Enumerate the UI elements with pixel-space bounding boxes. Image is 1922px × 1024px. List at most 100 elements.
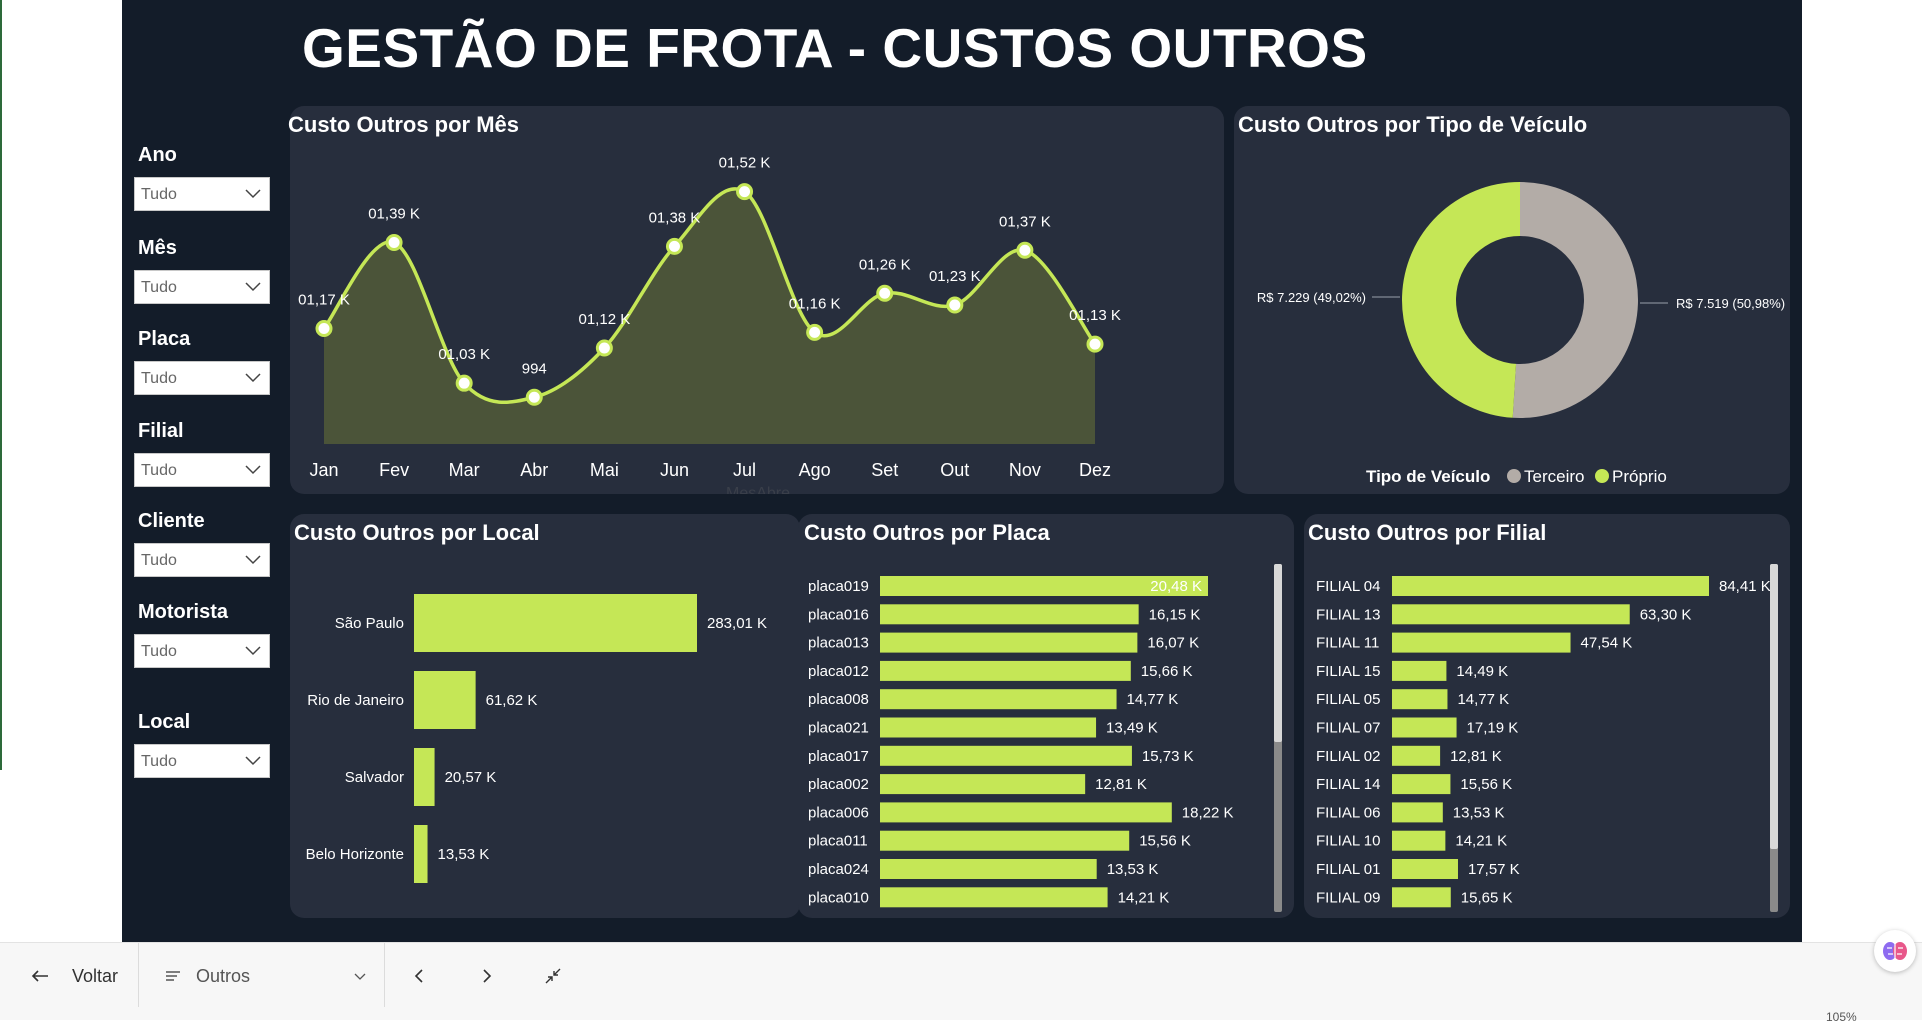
data-label: 14,21 K <box>1455 833 1507 850</box>
category-label: FILIAL 01 <box>1316 861 1380 878</box>
data-label: 01,13 K <box>1069 307 1121 324</box>
slicer-label: Cliente <box>138 510 205 532</box>
page-selector-dropdown[interactable]: Outros <box>164 961 370 991</box>
separator <box>384 943 385 1007</box>
slicer-dropdown-placa[interactable]: Tudo <box>134 361 270 395</box>
donut-chart: R$ 7.519 (50,98%) R$ 7.229 (49,02%) Tipo d… <box>1257 182 1785 486</box>
data-label: 14,21 K <box>1118 889 1170 906</box>
scrollbar-track[interactable] <box>1770 564 1778 912</box>
panel-title: Custo Outros por Placa <box>804 520 1050 545</box>
data-point <box>876 284 894 302</box>
separator <box>138 943 139 1007</box>
data-label: 01,26 K <box>859 256 911 273</box>
back-button[interactable]: Voltar <box>30 961 118 991</box>
category-label: placa016 <box>808 606 869 623</box>
data-label: 20,57 K <box>445 769 497 786</box>
data-label: 01,12 K <box>579 311 631 328</box>
bar <box>880 887 1108 908</box>
previous-page-button[interactable] <box>412 961 426 991</box>
data-label: 63,30 K <box>1640 606 1692 623</box>
slice-label: R$ 7.229 (49,02%) <box>1257 290 1366 305</box>
x-tick-label: Jan <box>309 460 338 480</box>
back-label: Voltar <box>72 965 119 986</box>
bar <box>880 717 1097 738</box>
data-point <box>1016 241 1034 259</box>
category-label: placa017 <box>808 748 869 765</box>
data-label: 15,73 K <box>1142 748 1194 765</box>
list-icon <box>166 971 180 981</box>
legend-marker <box>1595 469 1609 483</box>
data-label: 15,65 K <box>1461 889 1513 906</box>
category-label: FILIAL 05 <box>1316 691 1380 708</box>
slice-label: R$ 7.519 (50,98%) <box>1676 296 1785 311</box>
category-label: FILIAL 11 <box>1316 635 1379 652</box>
category-label: FILIAL 04 <box>1316 578 1380 595</box>
category-label: placa002 <box>808 776 869 793</box>
category-label: FILIAL 02 <box>1316 748 1380 765</box>
slicer-value: Tudo <box>141 279 177 296</box>
data-label: 01,38 K <box>649 209 701 226</box>
panel-custo-por-local: Custo Outros por Local São Paulo 283,01 K… <box>290 514 800 918</box>
chevron-down-icon <box>245 282 261 292</box>
slicer-local: Local Tudo <box>134 711 270 778</box>
data-label: 20,48 K <box>1150 578 1202 595</box>
line-chart: 01,17 K Jan 01,39 K Fev 01,03 K Mar 994 Abr 01,1… <box>298 155 1121 494</box>
panel-title: Custo Outros por Tipo de Veículo <box>1238 112 1588 137</box>
category-label: Rio de Janeiro <box>307 692 404 709</box>
data-label: 16,07 K <box>1147 635 1199 652</box>
slicer-motorista: Motorista Tudo <box>134 601 270 668</box>
assistant-button[interactable] <box>1874 930 1916 972</box>
collapse-button[interactable] <box>544 961 562 991</box>
data-label: 18,22 K <box>1182 804 1234 821</box>
slicer-dropdown-mes[interactable]: Tudo <box>134 270 270 304</box>
x-tick-label: Mar <box>449 460 480 480</box>
x-tick-label: Dez <box>1079 460 1111 480</box>
slicer-dropdown-motorista[interactable]: Tudo <box>134 634 270 668</box>
bar <box>1392 887 1451 908</box>
legend-item: Próprio <box>1612 467 1667 486</box>
data-label: 01,37 K <box>999 213 1051 230</box>
bar <box>880 632 1138 653</box>
slicer-ano: Ano Tudo <box>134 144 270 211</box>
slicer-cliente: Cliente Tudo <box>134 510 270 577</box>
slicer-dropdown-filial[interactable]: Tudo <box>134 453 270 487</box>
slicer-dropdown-ano[interactable]: Tudo <box>134 177 270 211</box>
bar <box>1392 745 1441 766</box>
chevron-down-icon <box>245 555 261 565</box>
zoom-level: 105% <box>1826 1010 1857 1024</box>
bar <box>1392 774 1451 795</box>
bottom-navigation-bar: Voltar Outros <box>0 942 1922 1020</box>
slicer-dropdown-local[interactable]: Tudo <box>134 744 270 778</box>
data-label: 15,66 K <box>1141 663 1193 680</box>
category-label: FILIAL 07 <box>1316 720 1380 737</box>
slicer-filial: Filial Tudo <box>134 420 270 487</box>
data-label: 994 <box>522 360 547 377</box>
bar <box>414 671 476 729</box>
data-label: 16,15 K <box>1149 606 1201 623</box>
slicer-label: Ano <box>138 144 177 166</box>
data-label: 15,56 K <box>1460 776 1512 793</box>
category-label: placa011 <box>808 833 868 850</box>
scrollbar-thumb[interactable] <box>1274 564 1282 742</box>
slicer-placa: Placa Tudo <box>134 328 270 395</box>
data-point <box>1086 335 1104 353</box>
slicer-dropdown-cliente[interactable]: Tudo <box>134 543 270 577</box>
slicer-label: Filial <box>138 420 184 442</box>
bar-chart-filial: FILIAL 04 84,41 K FILIAL 13 63,30 K FILIAL 1… <box>1316 576 1771 908</box>
panel-custo-por-mes: Custo Outros por Mês 01,17 K Jan 01,39 K Fe… <box>288 106 1224 494</box>
bar <box>880 689 1117 710</box>
donut-slice <box>1512 182 1639 418</box>
category-label: placa021 <box>808 720 869 737</box>
scrollbar-track[interactable] <box>1274 564 1282 912</box>
collapse-arrows-icon <box>545 968 561 984</box>
category-label: placa008 <box>808 691 869 708</box>
x-tick-label: Abr <box>520 460 548 480</box>
bar <box>1392 689 1448 710</box>
category-label: placa024 <box>808 861 869 878</box>
next-page-button[interactable] <box>480 961 494 991</box>
bar <box>880 830 1130 851</box>
scrollbar-thumb[interactable] <box>1770 564 1778 849</box>
panel-custo-por-tipo: Custo Outros por Tipo de Veículo R$ 7.51… <box>1234 106 1790 494</box>
data-label: 17,57 K <box>1468 861 1520 878</box>
